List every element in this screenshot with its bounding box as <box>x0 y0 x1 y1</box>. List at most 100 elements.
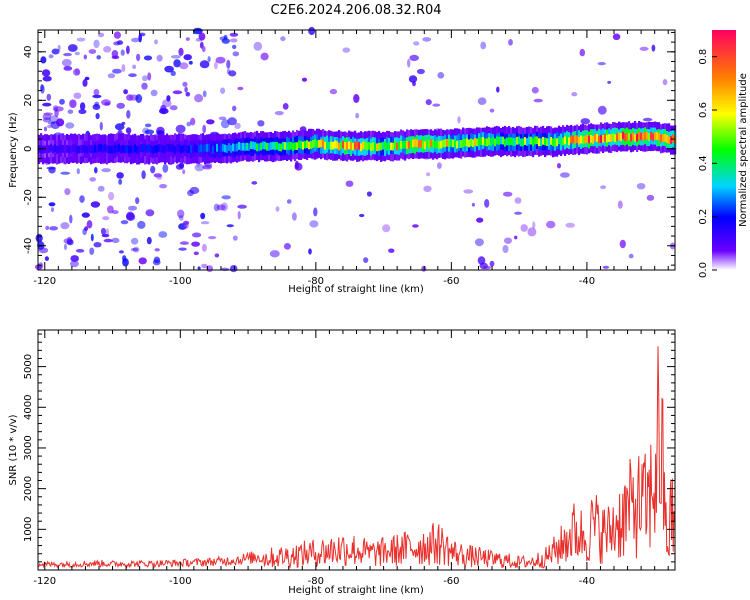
spectrogram-noise-cell <box>170 70 176 76</box>
spectrogram-band-cell <box>312 140 315 148</box>
spectrogram-band-cell <box>274 142 277 150</box>
spectrogram-band-cell <box>600 135 603 143</box>
colorbar-tick-label: 0.8 <box>698 49 709 65</box>
spectrogram-band-cell <box>250 141 253 150</box>
spectrogram-noise-cell <box>409 54 420 62</box>
spectrogram-band-cell <box>254 142 257 150</box>
spectrogram-band-cell <box>620 133 623 141</box>
spectrogram-noise-cell <box>520 224 528 232</box>
spectrogram-noise-cell <box>202 46 206 53</box>
spectrogram-noise-cell <box>94 167 98 174</box>
spectrogram-noise-cell <box>93 88 100 96</box>
spectrogram-noise-cell <box>132 64 137 70</box>
spectrogram-noise-cell <box>489 108 495 113</box>
snr-x-tick-label: -100 <box>169 576 192 587</box>
spectrogram-noise-cell <box>308 26 316 36</box>
spectrogram-noise-cell <box>201 263 208 269</box>
spectrogram-band-cell <box>606 134 609 143</box>
spectrogram-noise-cell <box>159 184 168 189</box>
spectrogram-band-cell <box>628 132 631 141</box>
spectrogram-band-cell <box>298 140 301 149</box>
spectrogram-noise-cell <box>145 209 155 217</box>
spectrogram-band-cell <box>460 140 463 148</box>
spectrogram-band-cell <box>406 141 409 149</box>
spectrogram-noise-cell <box>89 247 95 255</box>
spectrogram-band-cell <box>74 143 77 152</box>
spectrogram-band-cell <box>212 146 215 154</box>
spectrogram-noise-cell <box>503 191 513 197</box>
spectrogram-band-cell <box>582 136 585 144</box>
spectrogram-noise-cell <box>213 61 218 70</box>
spectrogram-noise-cell <box>474 238 484 247</box>
spectrogram-band-cell <box>316 140 319 149</box>
spectrogram-band-cell <box>192 146 195 154</box>
colorbar-label: Normalized spectral amplitude <box>738 73 749 227</box>
spectrogram-band-cell <box>210 143 213 152</box>
spectrogram-noise-cell <box>69 260 79 268</box>
spectrogram-band-cell <box>134 144 137 153</box>
spectrogram-band-cell <box>672 134 675 143</box>
spectrogram-x-tick-label: -100 <box>169 276 192 287</box>
spectrogram-noise-cell <box>82 79 88 87</box>
spectrogram-noise-cell <box>423 185 432 192</box>
spectrogram-band-cell <box>198 145 201 153</box>
spectrogram-band-cell <box>658 132 661 141</box>
spectrogram-band-cell <box>146 145 149 153</box>
spectrogram-noise-cell <box>170 55 181 59</box>
spectrogram-band-cell <box>252 141 255 150</box>
spectrogram-noise-cell <box>407 58 411 68</box>
spectrogram-band-cell <box>88 144 91 152</box>
spectrogram-noise-cell <box>99 121 103 131</box>
spectrogram-noise-cell <box>93 39 100 49</box>
spectrogram-noise-cell <box>126 212 136 221</box>
spectrogram-band-cell <box>142 144 145 153</box>
spectrogram-noise-cell <box>120 220 129 225</box>
spectrogram-band-cell <box>392 142 395 151</box>
spectrogram-band-cell <box>420 139 423 148</box>
spectrogram-band-cell <box>390 142 393 151</box>
spectrogram-noise-cell <box>35 233 43 243</box>
spectrogram-band-cell <box>402 141 405 149</box>
spectrogram-band-cell <box>622 131 625 140</box>
spectrogram-band-cell <box>532 138 535 147</box>
spectrogram-band-cell <box>570 135 573 144</box>
spectrogram-band-cell <box>478 137 481 146</box>
spectrogram-band-cell <box>170 144 173 152</box>
spectrogram-noise-cell <box>207 56 211 63</box>
spectrogram-noise-cell <box>66 236 73 245</box>
spectrogram-band-cell <box>578 136 581 145</box>
spectrogram-band-cell <box>218 145 221 154</box>
spectrogram-band-cell <box>364 141 367 150</box>
spectrogram-band-cell <box>640 132 643 141</box>
spectrogram-band-cell <box>280 143 283 152</box>
spectrogram-band-cell <box>278 143 281 152</box>
spectrogram-band-cell <box>412 139 415 148</box>
spectrogram-band-cell <box>290 141 293 150</box>
spectrogram-band-cell <box>618 132 621 141</box>
spectrogram-noise-cell <box>437 72 445 79</box>
spectrogram-noise-cell <box>136 53 141 62</box>
spectrogram-noise-cell <box>126 94 134 101</box>
snr-x-tick-label: -40 <box>579 576 595 587</box>
spectrogram-noise-cell <box>41 69 51 77</box>
spectrogram-band-cell <box>452 139 455 148</box>
spectrogram-band-cell <box>136 146 139 154</box>
spectrogram-noise-cell <box>557 163 561 169</box>
spectrogram-band-cell <box>608 134 611 142</box>
spectrogram-band-cell <box>158 144 161 152</box>
spectrogram-noise-cell <box>93 242 102 248</box>
spectrogram-band-cell <box>152 146 155 154</box>
spectrogram-noise-cell <box>76 37 86 42</box>
spectrogram-band-cell <box>62 145 65 153</box>
spectrogram-band-cell <box>310 141 313 149</box>
spectrogram-band-cell <box>216 143 219 152</box>
spectrogram-band-cell <box>524 137 527 145</box>
spectrogram-band-cell <box>484 138 487 147</box>
spectrogram-band-cell <box>164 145 167 154</box>
spectrogram-band-cell <box>180 145 183 154</box>
spectrogram-band-cell <box>466 138 469 147</box>
spectrogram-noise-cell <box>183 54 192 61</box>
spectrogram-band-cell <box>266 142 269 151</box>
spectrogram-noise-cell <box>308 248 312 255</box>
spectrogram-noise-cell <box>480 41 487 50</box>
